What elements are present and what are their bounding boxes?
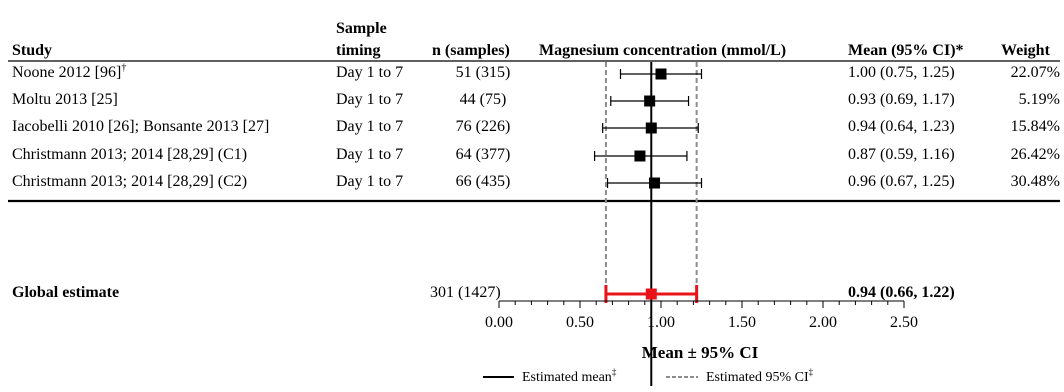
study-mean-marker [655, 68, 667, 80]
study-name: Iacobelli 2010 [26]; Bonsante 2013 [27] [12, 118, 270, 135]
n-samples: 76 (226) [455, 118, 511, 135]
global-estimate-label: Global estimate [12, 284, 120, 301]
x-axis-title: Mean ± 95% CI [641, 343, 759, 362]
legend-ci-label: Estimated 95% CI‡ [706, 367, 814, 385]
header-timing-line1: Sample [336, 20, 387, 37]
n-samples: 51 (315) [455, 64, 511, 81]
global-mean-marker [645, 288, 657, 300]
global-mean-ci-text: 0.94 (0.66, 1.22) [848, 284, 955, 301]
legend-mean-footnote-mark: ‡ [612, 367, 617, 377]
study-mean-marker [645, 122, 657, 134]
legend-mean-label: Estimated mean‡ [522, 367, 617, 385]
mean-ci-text: 0.93 (0.69, 1.17) [848, 91, 955, 108]
sample-timing: Day 1 to 7 [336, 118, 404, 135]
x-tick-label: 2.00 [809, 314, 837, 331]
study-footnote-mark: † [121, 62, 127, 74]
sample-timing: Day 1 to 7 [336, 173, 404, 190]
study-name: Christmann 2013; 2014 [28,29] (C2) [12, 173, 248, 190]
sample-timing: Day 1 to 7 [336, 64, 404, 81]
mean-ci-text: 0.87 (0.59, 1.16) [848, 146, 955, 163]
legend-ci-footnote-mark: ‡ [809, 367, 814, 377]
weight-value: 22.07% [1010, 64, 1060, 81]
study-name: Moltu 2013 [25] [12, 91, 118, 108]
weight-value: 26.42% [1010, 146, 1060, 163]
study-mean-marker [649, 177, 661, 189]
n-samples: 66 (435) [455, 173, 511, 190]
x-tick-label: 1.50 [728, 314, 756, 331]
n-samples: 64 (377) [455, 146, 511, 163]
header-n-samples: n (samples) [432, 42, 510, 59]
mean-ci-text: 0.96 (0.67, 1.25) [848, 173, 955, 190]
mean-ci-text: 1.00 (0.75, 1.25) [848, 64, 955, 81]
header-study: Study [12, 42, 53, 59]
weight-value: 30.48% [1010, 173, 1060, 190]
study-mean-marker [634, 150, 646, 162]
study-mean-marker [644, 95, 656, 107]
weight-value: 15.84% [1010, 118, 1060, 135]
global-n-samples: 301 (1427) [430, 284, 501, 301]
study-name: Christmann 2013; 2014 [28,29] (C1) [12, 146, 248, 163]
x-tick-label: 0.50 [566, 314, 594, 331]
header-mean-ci: Mean (95% CI)* [848, 42, 964, 59]
study-name: Noone 2012 [96]† [12, 62, 127, 81]
sample-timing: Day 1 to 7 [336, 146, 404, 163]
x-tick-label: 2.50 [890, 314, 918, 331]
mean-ci-text: 0.94 (0.64, 1.23) [848, 118, 955, 135]
header-timing-line2: timing [336, 42, 381, 59]
x-tick-label: 1.00 [647, 314, 675, 331]
sample-timing: Day 1 to 7 [336, 91, 404, 108]
n-samples: 44 (75) [459, 91, 507, 108]
header-plot-title: Magnesium concentration (mmol/L) [539, 42, 787, 59]
x-tick-label: 0.00 [485, 314, 513, 331]
weight-value: 5.19% [1018, 91, 1060, 108]
header-weight: Weight [1001, 42, 1050, 59]
